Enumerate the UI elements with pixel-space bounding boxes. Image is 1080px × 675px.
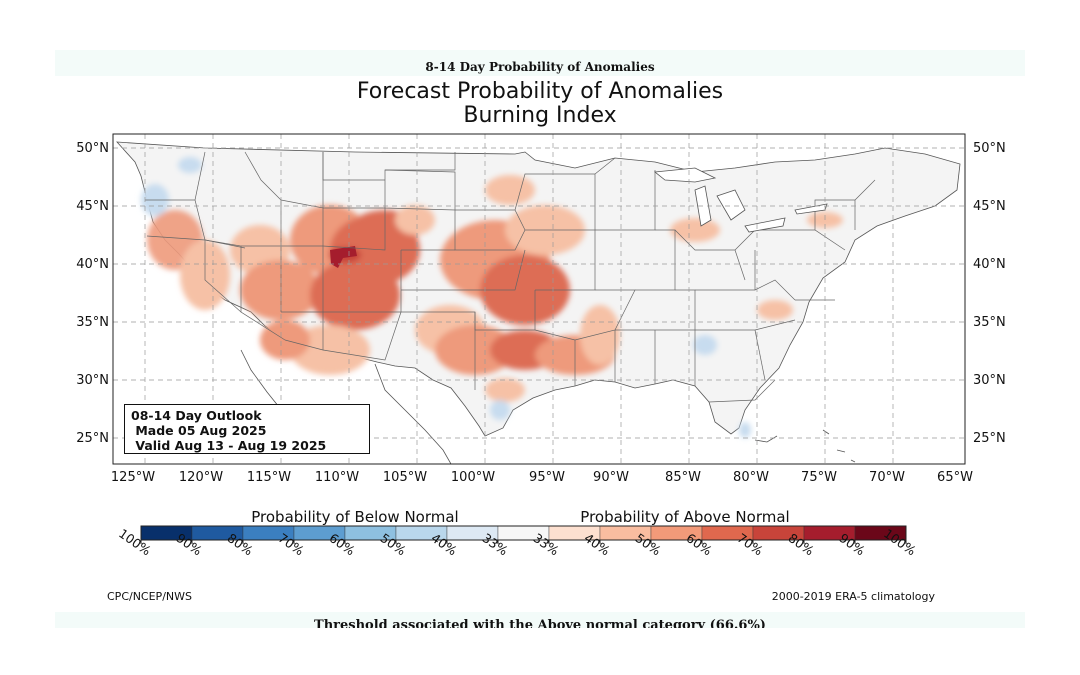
page-header: 8-14 Day Probability of Anomalies bbox=[425, 60, 655, 74]
lon-label: 75°W bbox=[801, 470, 837, 485]
lat-label: 40°N bbox=[973, 257, 1006, 272]
map-title-line2: Burning Index bbox=[463, 103, 617, 128]
lon-label: 80°W bbox=[733, 470, 769, 485]
peak-anomaly bbox=[330, 246, 357, 268]
lat-label: 50°N bbox=[973, 141, 1006, 156]
lat-labels-right: 50°N 45°N 40°N 35°N 30°N 25°N bbox=[973, 141, 1006, 446]
info-line-valid: Valid Aug 13 - Aug 19 2025 bbox=[131, 438, 327, 453]
lon-label: 65°W bbox=[937, 470, 973, 485]
footer-threshold-text: Threshold associated with the Above norm… bbox=[314, 618, 766, 628]
info-line-outlook: 08-14 Day Outlook bbox=[131, 408, 262, 423]
lon-label: 90°W bbox=[593, 470, 629, 485]
map-title: Forecast Probability of Anomalies Burnin… bbox=[55, 80, 1025, 128]
footer-band bbox=[55, 612, 1025, 628]
lon-label: 95°W bbox=[529, 470, 565, 485]
anomaly-shading bbox=[141, 157, 843, 438]
lon-label: 120°W bbox=[179, 470, 223, 485]
credit-left: CPC/NCEP/NWS bbox=[107, 590, 192, 603]
lat-label: 35°N bbox=[76, 315, 109, 330]
lat-label: 25°N bbox=[76, 431, 109, 446]
lon-label: 70°W bbox=[869, 470, 905, 485]
lat-label: 30°N bbox=[76, 373, 109, 388]
great-lakes bbox=[653, 167, 828, 233]
gridlines bbox=[113, 134, 965, 464]
lat-label: 35°N bbox=[973, 315, 1006, 330]
outlook-info-box: 08-14 Day Outlook Made 05 Aug 2025 Valid… bbox=[124, 404, 370, 454]
colorbar-frame bbox=[140, 525, 907, 541]
bahamas-outline bbox=[822, 429, 856, 463]
header-band bbox=[55, 50, 1025, 76]
lat-label: 50°N bbox=[76, 141, 109, 156]
lon-label: 110°W bbox=[315, 470, 359, 485]
credit-right: 2000-2019 ERA-5 climatology bbox=[772, 590, 936, 603]
lat-label: 45°N bbox=[973, 199, 1006, 214]
lon-label: 100°W bbox=[451, 470, 495, 485]
lon-label: 85°W bbox=[665, 470, 701, 485]
lon-label: 125°W bbox=[111, 470, 155, 485]
lat-label: 25°N bbox=[973, 431, 1006, 446]
colorbar bbox=[140, 525, 907, 541]
lon-label: 115°W bbox=[247, 470, 291, 485]
lon-label: 105°W bbox=[383, 470, 427, 485]
state-boundaries bbox=[145, 151, 876, 403]
map-frame bbox=[112, 133, 966, 465]
legend-below-heading: Probability of Below Normal bbox=[251, 508, 458, 526]
lat-label: 45°N bbox=[76, 199, 109, 214]
legend-above-heading: Probability of Above Normal bbox=[580, 508, 789, 526]
lat-label: 30°N bbox=[973, 373, 1006, 388]
map-title-line1: Forecast Probability of Anomalies bbox=[356, 79, 724, 104]
map-figure: 50°N 45°N 40°N 35°N 30°N 25°N 50°N 45°N … bbox=[76, 133, 1006, 603]
map-layer bbox=[113, 134, 965, 464]
lon-labels: 125°W 120°W 115°W 110°W 105°W 100°W 95°W… bbox=[111, 470, 973, 485]
lat-label: 40°N bbox=[76, 257, 109, 272]
outlook-card: 8-14 Day Probability of Anomalies Foreca… bbox=[55, 50, 1025, 628]
lat-labels-left: 50°N 45°N 40°N 35°N 30°N 25°N bbox=[76, 141, 109, 446]
info-line-made: Made 05 Aug 2025 bbox=[131, 423, 267, 438]
